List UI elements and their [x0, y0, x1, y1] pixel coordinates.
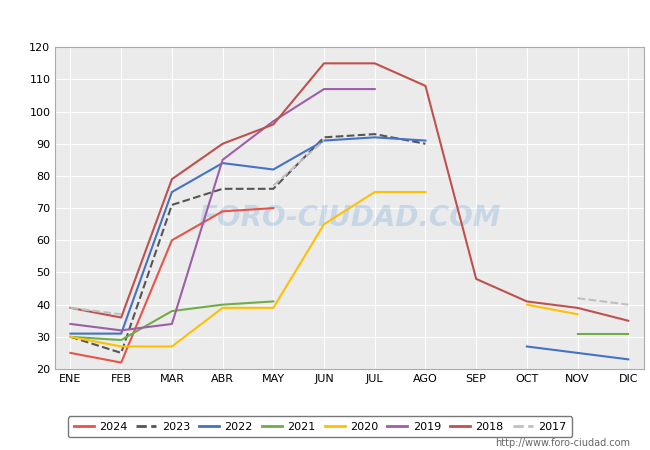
Text: http://www.foro-ciudad.com: http://www.foro-ciudad.com: [495, 438, 630, 448]
Legend: 2024, 2023, 2022, 2021, 2020, 2019, 2018, 2017: 2024, 2023, 2022, 2021, 2020, 2019, 2018…: [68, 416, 572, 437]
Text: Afiliados en Murillo de Gállego a 31/5/2024: Afiliados en Murillo de Gállego a 31/5/2…: [152, 14, 498, 29]
Text: FORO-CIUDAD.COM: FORO-CIUDAD.COM: [198, 204, 500, 232]
